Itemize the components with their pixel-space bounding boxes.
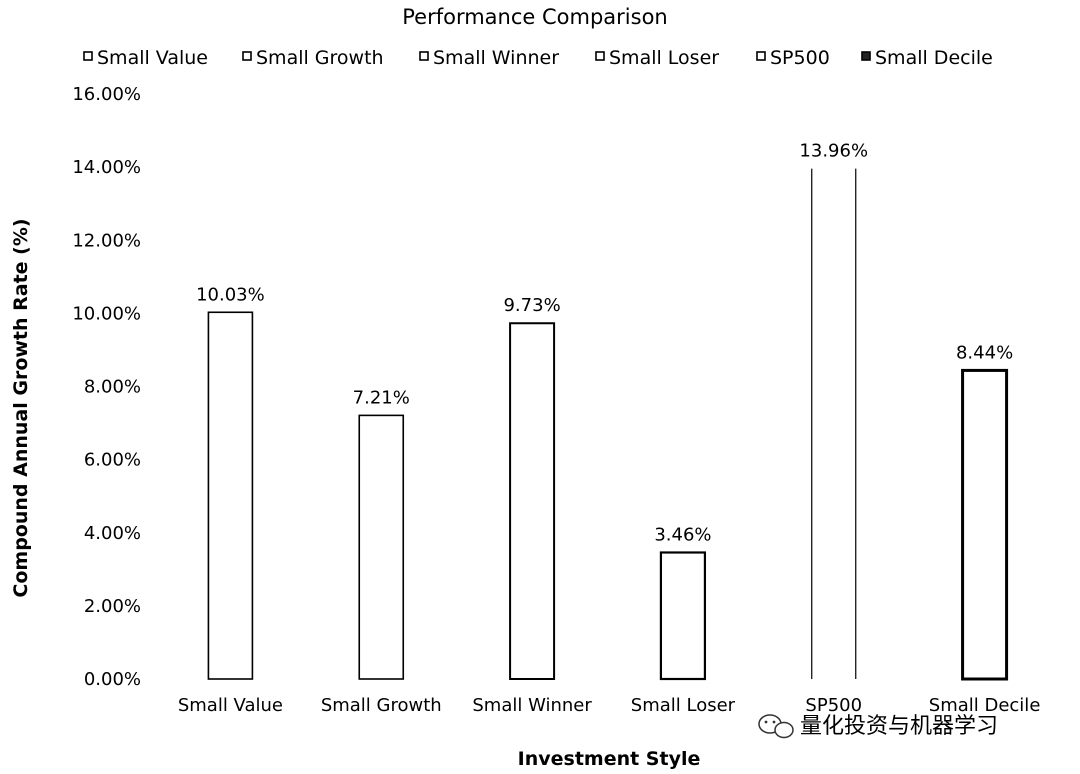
watermark-text: 量化投资与机器学习 xyxy=(800,714,998,739)
data-label: 8.44% xyxy=(956,342,1013,363)
y-tick-label: 4.00% xyxy=(84,523,141,544)
legend-item: Small Growth xyxy=(256,47,384,69)
x-tick-label: Small Decile xyxy=(929,695,1041,716)
chart-title: Performance Comparison xyxy=(402,5,667,29)
data-label: 7.21% xyxy=(353,387,410,408)
legend-item: SP500 xyxy=(770,47,830,69)
x-axis-title: Investment Style xyxy=(518,748,701,770)
legend-item: Small Winner xyxy=(433,47,559,69)
y-tick-label: 8.00% xyxy=(84,377,141,398)
bars: 10.03% 7.21% 9.73% 3.46% 13.96% 8.44% xyxy=(196,141,1013,681)
bar xyxy=(358,414,405,680)
x-tick-label: SP500 xyxy=(805,695,862,716)
y-tick-label: 16.00% xyxy=(72,84,141,105)
legend-swatch xyxy=(756,51,766,61)
legend: Small Value Small Growth Small Winner Small… xyxy=(83,47,993,69)
data-label: 3.46% xyxy=(654,524,711,545)
y-tick-label: 12.00% xyxy=(72,230,141,251)
bar xyxy=(659,551,707,681)
data-label: 13.96% xyxy=(799,141,868,162)
x-tick-label: Small Growth xyxy=(321,695,442,716)
legend-swatch xyxy=(419,51,429,61)
y-tick-label: 6.00% xyxy=(84,450,141,471)
legend-item: Small Loser xyxy=(609,47,719,69)
y-axis-title: Compound Annual Growth Rate (%) xyxy=(10,218,32,597)
y-tick-label: 0.00% xyxy=(84,669,141,690)
bar xyxy=(811,168,857,679)
data-label: 9.73% xyxy=(503,295,560,316)
legend-swatch xyxy=(242,51,252,61)
y-axis: 0.00% 2.00% 4.00% 6.00% 8.00% 10.00% 12.00% 14.… xyxy=(72,84,141,690)
x-tick-label: Small Value xyxy=(178,695,283,716)
x-tick-label: Small Winner xyxy=(472,695,592,716)
bar xyxy=(207,311,254,680)
legend-swatch xyxy=(83,51,93,61)
y-tick-label: 10.00% xyxy=(72,303,141,324)
legend-item: Small Value xyxy=(97,47,208,69)
y-tick-label: 14.00% xyxy=(72,157,141,178)
x-tick-label: Small Loser xyxy=(631,695,736,716)
bar xyxy=(509,322,556,680)
legend-item: Small Decile xyxy=(875,47,993,69)
y-tick-label: 2.00% xyxy=(84,596,141,617)
legend-swatch xyxy=(861,51,871,61)
watermark: 量化投资与机器学习 xyxy=(758,714,998,739)
legend-swatch xyxy=(595,51,605,61)
wechat-icon xyxy=(758,714,794,739)
data-label: 10.03% xyxy=(196,284,265,305)
x-axis: Small Value Small Growth Small Winner Small… xyxy=(178,695,1041,716)
bar xyxy=(961,368,1009,681)
